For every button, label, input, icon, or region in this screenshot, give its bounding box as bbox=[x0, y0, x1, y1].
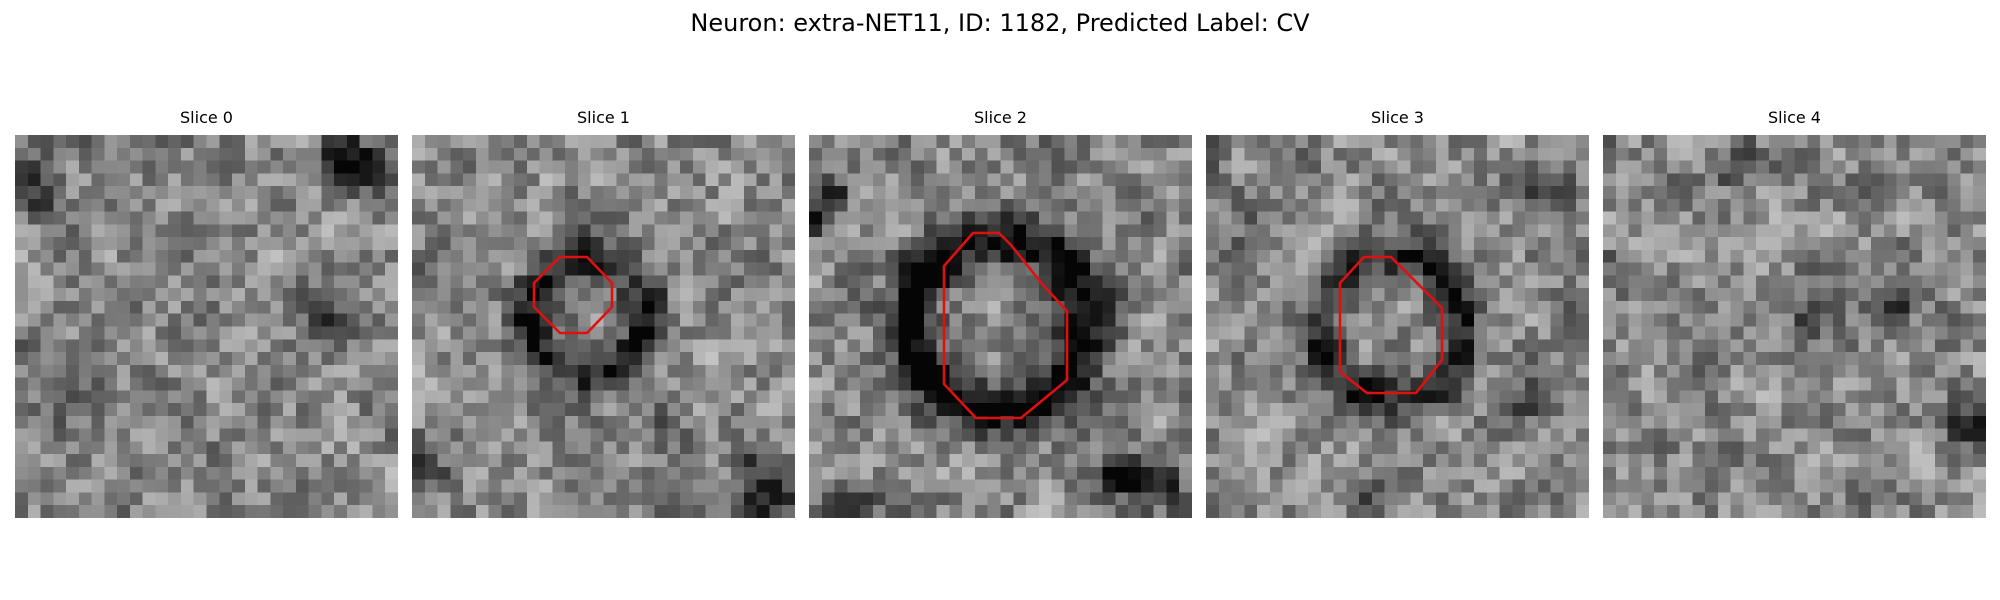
figure-title: Neuron: extra-NET11, ID: 1182, Predicted… bbox=[690, 9, 1310, 37]
cell-contour-1 bbox=[532, 255, 614, 335]
slice-title-4: Slice 4 bbox=[1768, 108, 1821, 127]
slice-title-1: Slice 1 bbox=[577, 108, 630, 127]
microscopy-slice-2 bbox=[809, 135, 1192, 518]
contour-overlay-3 bbox=[1338, 255, 1444, 395]
slice-panel-4: Slice 4 bbox=[1603, 108, 1986, 518]
microscopy-slice-0 bbox=[15, 135, 398, 518]
slice-image-4 bbox=[1603, 135, 1986, 518]
cell-contour-2 bbox=[942, 231, 1069, 420]
slice-title-0: Slice 0 bbox=[180, 108, 233, 127]
microscopy-slice-4 bbox=[1603, 135, 1986, 518]
slice-title-2: Slice 2 bbox=[974, 108, 1027, 127]
slice-image-3 bbox=[1206, 135, 1589, 518]
slice-image-1 bbox=[412, 135, 795, 518]
microscopy-slice-3 bbox=[1206, 135, 1589, 518]
slice-panel-3: Slice 3 bbox=[1206, 108, 1589, 518]
microscopy-slice-1 bbox=[412, 135, 795, 518]
cell-contour-3 bbox=[1338, 255, 1444, 395]
slice-panel-0: Slice 0 bbox=[15, 108, 398, 518]
contour-overlay-2 bbox=[942, 231, 1069, 420]
slice-title-3: Slice 3 bbox=[1371, 108, 1424, 127]
slice-image-2 bbox=[809, 135, 1192, 518]
contour-overlay-1 bbox=[532, 255, 614, 335]
slice-panel-1: Slice 1 bbox=[412, 108, 795, 518]
slice-panel-2: Slice 2 bbox=[809, 108, 1192, 518]
slice-image-0 bbox=[15, 135, 398, 518]
